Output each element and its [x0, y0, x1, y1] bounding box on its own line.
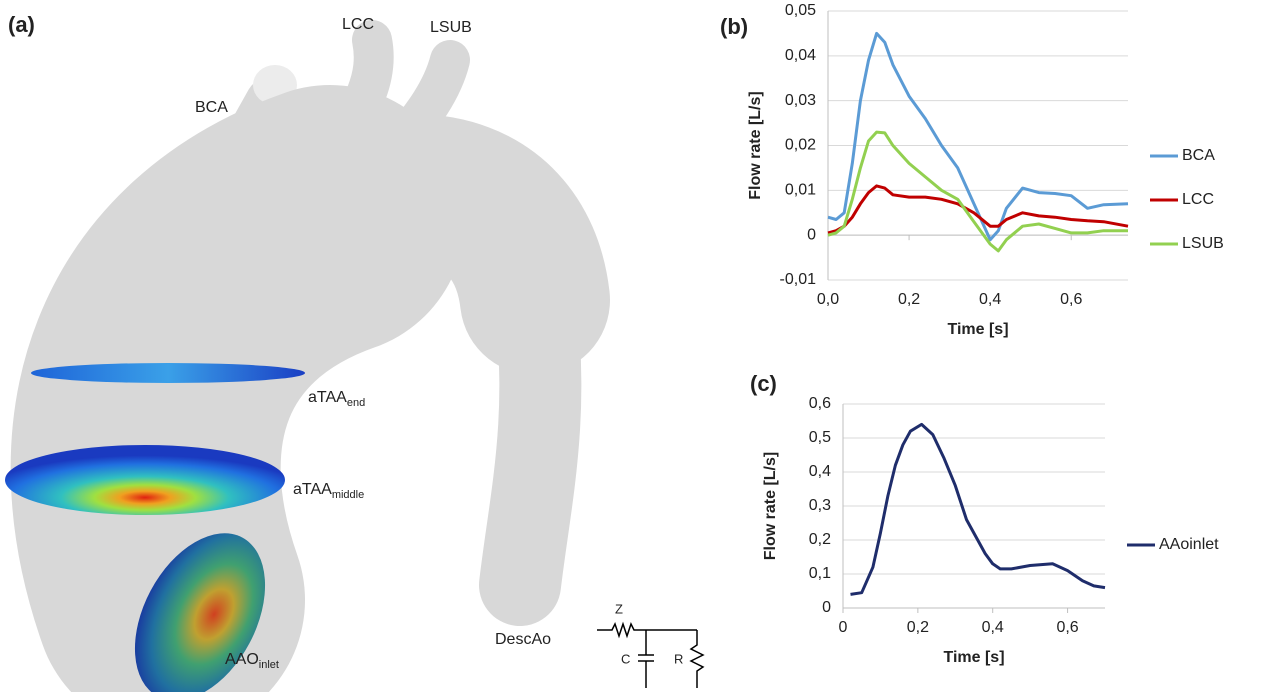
- aorta: [5, 20, 705, 692]
- x-tick-label: 0,6: [1056, 619, 1078, 636]
- y-axis-title: Flow rate [L/s]: [747, 91, 764, 199]
- x-tick-label: 0,6: [1060, 291, 1082, 308]
- plane-sub: inlet: [259, 659, 279, 671]
- circuit-label: C: [621, 651, 630, 666]
- y-tick-label: 0,01: [785, 182, 816, 199]
- plane-label: aTAAend: [308, 389, 365, 409]
- vessel-label: DescAo: [495, 631, 551, 648]
- plane-name: aTAA: [308, 389, 347, 406]
- y-axis-title: Flow rate [L/s]: [762, 452, 779, 560]
- series-line: [827, 184, 1129, 235]
- legend-label: LCC: [1182, 191, 1214, 208]
- plane-sub: middle: [332, 489, 364, 501]
- x-tick-label: 0,2: [907, 619, 929, 636]
- y-tick-label: 0,4: [809, 463, 831, 480]
- x-axis-title: Time [s]: [947, 321, 1008, 338]
- panel-label: (a): [8, 12, 35, 37]
- x-tick-label: 0,4: [982, 619, 1004, 636]
- y-tick-label: 0,05: [785, 2, 816, 19]
- y-tick-label: 0,3: [809, 497, 831, 514]
- vessel-label: LCC: [342, 16, 374, 33]
- legend-label: BCA: [1182, 147, 1215, 164]
- legend-label: AAoinlet: [1159, 536, 1219, 553]
- panel-label: (b): [720, 14, 748, 39]
- y-tick-label: 0,02: [785, 137, 816, 154]
- y-tick-label: 0,6: [809, 395, 831, 412]
- y-tick-label: -0,01: [780, 271, 817, 288]
- panel-label: (c): [750, 371, 777, 396]
- circuit-label: R: [674, 651, 683, 666]
- x-tick-label: 0: [839, 619, 848, 636]
- legend-label: LSUB: [1182, 235, 1224, 252]
- series-line: [850, 422, 1106, 596]
- y-tick-label: 0,04: [785, 47, 816, 64]
- plane-name: AAO: [225, 651, 259, 668]
- series-line: [827, 31, 1129, 242]
- x-tick-label: 0,2: [898, 291, 920, 308]
- y-tick-label: 0: [822, 599, 831, 616]
- y-tick-label: 0,5: [809, 429, 831, 446]
- plane-label: aTAAmiddle: [293, 481, 364, 501]
- x-tick-label: 0,4: [979, 291, 1001, 308]
- x-tick-label: 0,0: [817, 291, 839, 308]
- vessel-label: LSUB: [430, 19, 472, 36]
- x-axis-title: Time [s]: [943, 649, 1004, 666]
- y-tick-label: 0,1: [809, 565, 831, 582]
- vessel-label: BCA: [195, 99, 228, 116]
- plane-name: aTAA: [293, 481, 332, 498]
- y-tick-label: 0,03: [785, 92, 816, 109]
- plane-label: AAOinlet: [225, 651, 279, 671]
- series-line: [827, 130, 1128, 253]
- circuit-label: Z: [615, 601, 623, 616]
- y-tick-label: 0: [807, 226, 816, 243]
- plane-sub: end: [347, 397, 365, 409]
- y-tick-label: 0,2: [809, 531, 831, 548]
